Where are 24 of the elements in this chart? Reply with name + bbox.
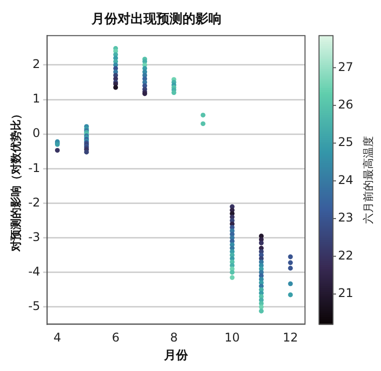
y-tick-label: -3 [28, 230, 40, 244]
color-bar-label: 26 [338, 98, 354, 112]
color-bar-label: 21 [338, 286, 354, 300]
x-axis-title: 月份 [163, 348, 190, 362]
color-bar-label: 25 [338, 135, 354, 150]
color-bar-title: 六月前的最高温度 [362, 136, 375, 224]
y-tick-label: -4 [28, 264, 40, 278]
x-tick-label: 4 [54, 330, 62, 345]
y-tick-label: 0 [32, 126, 40, 140]
y-tick-label: 1 [32, 92, 40, 106]
color-bar-label: 24 [338, 172, 354, 187]
y-axis-title: 对预测的影响（对数优势比） [9, 108, 22, 252]
color-bar-label: 22 [338, 248, 354, 262]
x-tick-label: 6 [112, 330, 120, 345]
chart-title: 月份对出现预测的影响 [90, 12, 222, 28]
x-tick-label: 12 [282, 330, 298, 345]
color-bar-label: 23 [338, 210, 354, 225]
color-bar-label: 27 [338, 60, 354, 74]
y-tick-label: -1 [28, 160, 40, 175]
y-tick-label: 2 [32, 57, 40, 72]
x-tick-label: 10 [224, 330, 240, 345]
x-tick-label: 8 [170, 330, 178, 345]
y-tick-label: -2 [28, 195, 40, 210]
y-tick-label: -5 [28, 299, 40, 314]
